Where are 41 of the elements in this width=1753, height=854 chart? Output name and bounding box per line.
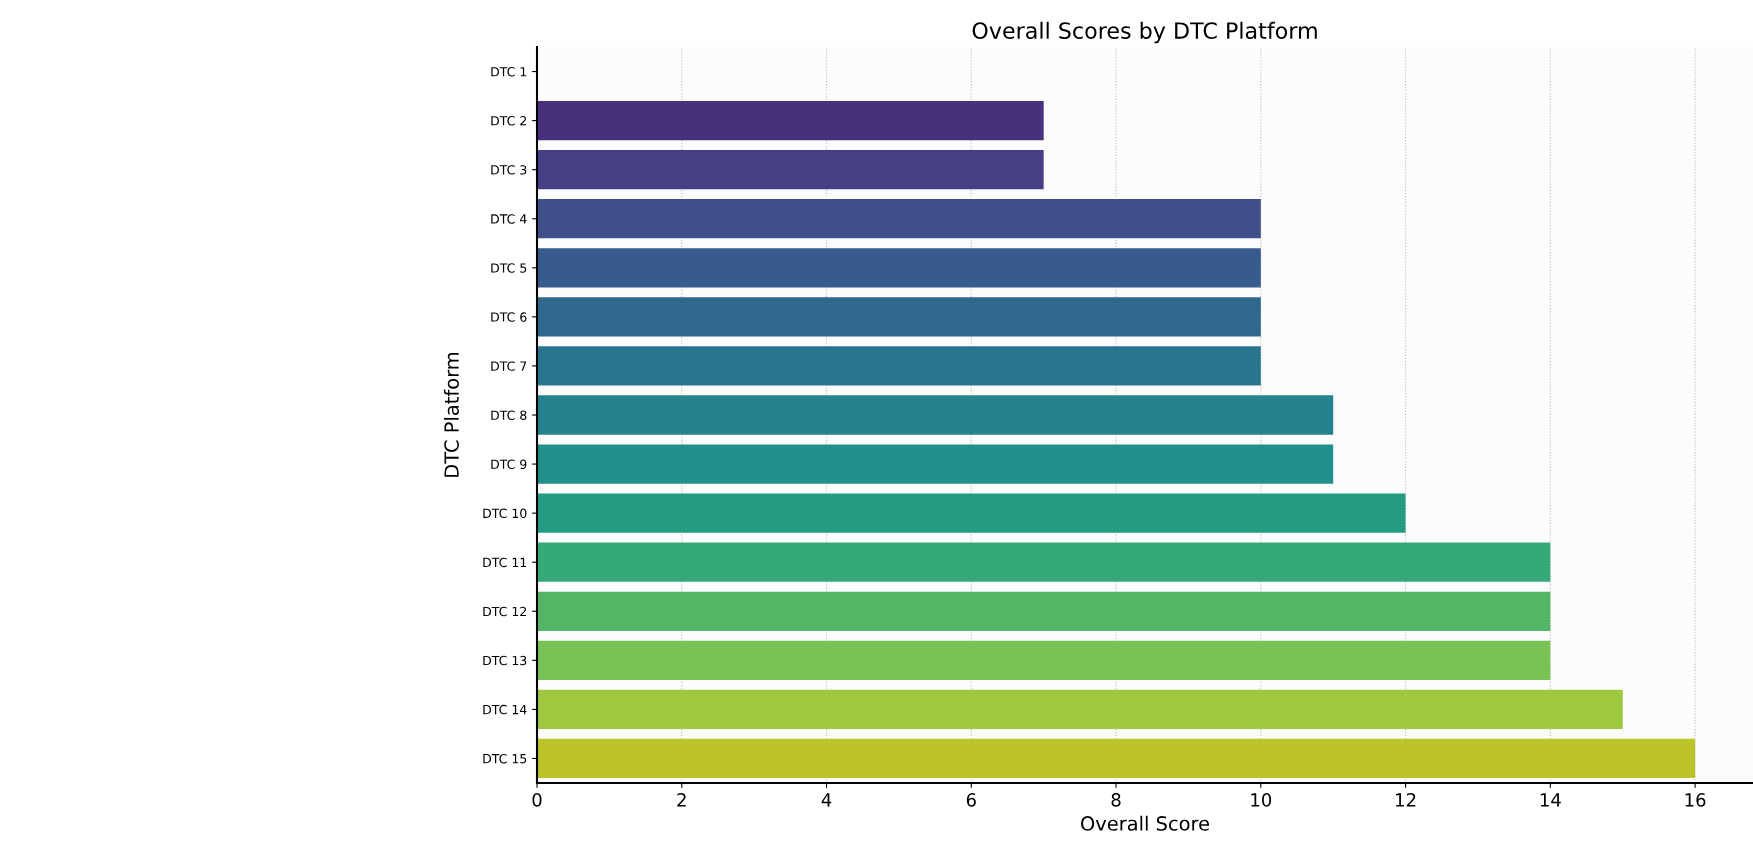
- x-tick-label: 6: [966, 793, 976, 807]
- x-tick-label: 0: [532, 793, 542, 807]
- y-tick-label: DTC 2: [491, 116, 527, 126]
- bar: [537, 640, 1551, 680]
- y-tick-label: DTC 6: [491, 312, 527, 322]
- y-tick-label: DTC 8: [491, 410, 527, 420]
- bar: [537, 100, 1044, 141]
- y-tick-label: DTC 3: [491, 165, 527, 175]
- bar: [537, 346, 1261, 386]
- bar: [537, 542, 1551, 582]
- bar: [537, 493, 1406, 533]
- x-tick-label: 12: [1396, 793, 1416, 807]
- x-tick-label: 16: [1685, 793, 1706, 807]
- y-tick-label: DTC 15: [483, 753, 527, 764]
- x-axis-title: Overall Score: [1081, 815, 1210, 831]
- x-tick-label: 4: [821, 793, 832, 807]
- x-tick-label: 2: [677, 793, 686, 807]
- bar: [537, 150, 1044, 190]
- x-tick-label: 8: [1111, 793, 1121, 807]
- y-tick-label: DTC 11: [483, 557, 527, 568]
- x-tick-label: 14: [1540, 793, 1561, 807]
- bar: [537, 738, 1696, 779]
- x-tick-label: 10: [1251, 793, 1272, 807]
- chart-title: Overall Scores by DTC Platform: [972, 21, 1317, 44]
- y-tick-label: DTC 5: [491, 263, 527, 273]
- y-tick-label: DTC 9: [491, 459, 527, 469]
- bar: [537, 297, 1261, 337]
- y-tick-label: DTC 14: [483, 704, 527, 715]
- y-tick-label: DTC 1: [491, 67, 527, 77]
- bar: [537, 395, 1334, 435]
- bar: [537, 689, 1623, 730]
- y-tick-label: DTC 12: [483, 606, 527, 617]
- y-tick-label: DTC 10: [483, 508, 527, 519]
- bar: [537, 248, 1261, 288]
- bar: [537, 444, 1334, 484]
- y-axis-title: DTC Platform: [443, 352, 459, 477]
- y-tick-label: DTC 13: [483, 655, 527, 666]
- y-tick-label: DTC 7: [491, 361, 527, 371]
- y-tick-label: DTC 4: [491, 214, 527, 224]
- bar: [537, 591, 1551, 631]
- bar: [537, 199, 1261, 239]
